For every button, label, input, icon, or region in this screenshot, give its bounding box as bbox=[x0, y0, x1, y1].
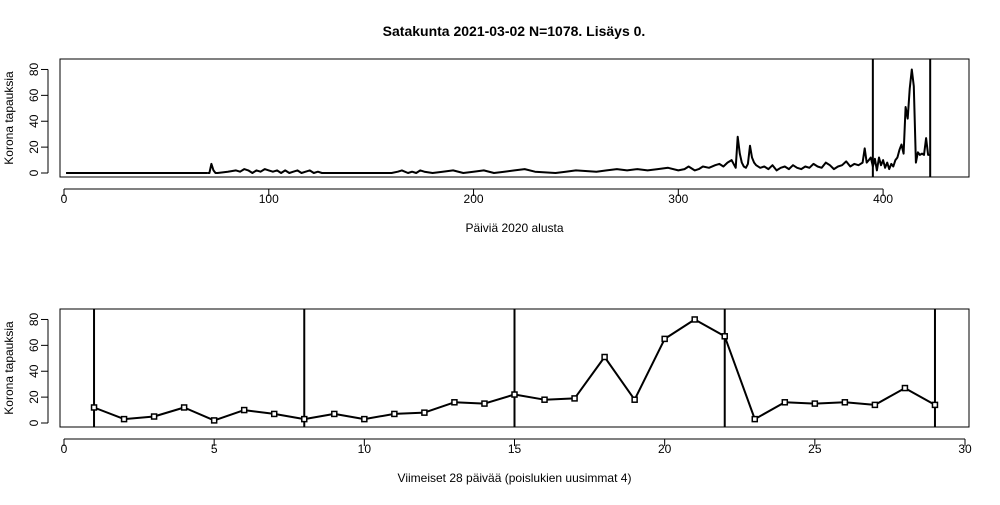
x-tick-label: 30 bbox=[958, 442, 972, 456]
data-point bbox=[901, 384, 909, 392]
x-axis-label: Päiviä 2020 alusta bbox=[465, 221, 563, 235]
chart-title: Satakunta 2021-03-02 N=1078. Lisäys 0. bbox=[383, 23, 646, 39]
data-point bbox=[601, 353, 608, 361]
data-point bbox=[240, 406, 248, 414]
y-tick-label: 40 bbox=[27, 364, 41, 378]
data-point bbox=[841, 399, 849, 406]
x-tick-label: 0 bbox=[61, 192, 68, 206]
plot-frame bbox=[59, 58, 970, 178]
data-point bbox=[391, 410, 398, 418]
y-tick-label: 40 bbox=[27, 114, 41, 128]
data-point bbox=[541, 396, 548, 403]
x-tick-label: 400 bbox=[873, 192, 893, 206]
x-tick-label: 25 bbox=[808, 442, 822, 456]
data-point bbox=[270, 410, 278, 418]
data-point bbox=[811, 400, 819, 407]
x-tick-label: 300 bbox=[668, 192, 688, 206]
panel-last-28-days: 0 5 10 15 20 25 30 0 20 40 60 80 Viimeiset 28 päivää… bbox=[2, 308, 972, 485]
y-tick-label: 0 bbox=[27, 419, 41, 426]
data-point bbox=[150, 413, 158, 420]
data-point bbox=[721, 333, 728, 340]
y-tick-label: 80 bbox=[27, 312, 41, 326]
x-tick-label: 15 bbox=[508, 442, 522, 456]
y-tick-label: 80 bbox=[27, 62, 41, 76]
y-tick-label: 60 bbox=[27, 338, 41, 352]
series-line bbox=[207, 68, 931, 174]
x-tick-label: 0 bbox=[61, 442, 68, 456]
data-point bbox=[691, 316, 698, 323]
x-axis-label: Viimeiset 28 päivää (poislukien uusimmat… bbox=[398, 471, 632, 485]
data-point bbox=[421, 409, 428, 416]
y-tick-label: 0 bbox=[27, 169, 41, 176]
x-tick-label: 5 bbox=[211, 442, 218, 456]
data-point bbox=[661, 335, 668, 343]
data-point bbox=[451, 399, 458, 406]
data-point bbox=[571, 395, 578, 402]
data-point bbox=[210, 417, 218, 424]
data-point bbox=[511, 391, 518, 398]
data-point bbox=[481, 400, 488, 407]
data-point bbox=[781, 399, 789, 406]
data-point bbox=[751, 415, 759, 423]
data-point bbox=[90, 404, 98, 411]
y-tick-label: 20 bbox=[27, 390, 41, 404]
data-point bbox=[931, 401, 939, 409]
y-tick-label: 60 bbox=[27, 88, 41, 102]
y-axis-label: Korona tapauksia bbox=[2, 321, 16, 415]
data-point bbox=[120, 415, 128, 423]
x-tick-label: 20 bbox=[658, 442, 672, 456]
data-point bbox=[301, 415, 308, 423]
panel-full-timeline: 0 100 200 300 400 0 20 40 60 80 Päiviä 2020 alusta… bbox=[2, 58, 970, 235]
data-point bbox=[871, 401, 879, 409]
y-axis-label: Korona tapauksia bbox=[2, 71, 16, 165]
data-point bbox=[361, 415, 368, 423]
data-point bbox=[631, 396, 638, 403]
y-tick-label: 20 bbox=[27, 140, 41, 154]
data-point bbox=[331, 410, 338, 418]
x-tick-label: 100 bbox=[259, 192, 279, 206]
data-point bbox=[180, 404, 188, 411]
x-tick-label: 10 bbox=[358, 442, 372, 456]
x-tick-label: 200 bbox=[464, 192, 484, 206]
